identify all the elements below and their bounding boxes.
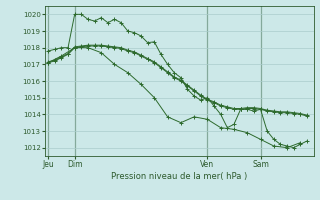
X-axis label: Pression niveau de la mer( hPa ): Pression niveau de la mer( hPa ): [111, 172, 247, 181]
